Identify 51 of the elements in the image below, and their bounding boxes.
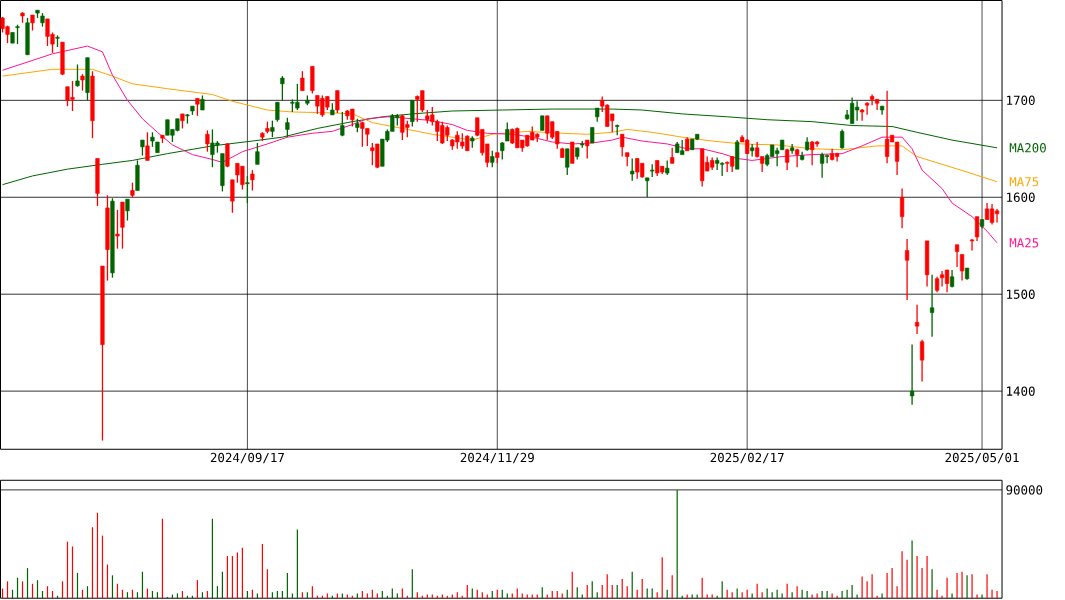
x-tick-label: 2025/05/01 xyxy=(945,452,1019,464)
candlestick xyxy=(944,269,950,293)
series-label: MA25 xyxy=(1009,238,1039,248)
candlestick xyxy=(125,198,130,222)
candlestick xyxy=(250,169,255,192)
candlestick xyxy=(989,203,995,225)
series-label: MA200 xyxy=(1009,143,1046,153)
candlestick xyxy=(505,121,510,142)
candlestick xyxy=(840,128,845,150)
candlestick xyxy=(790,143,795,155)
candlestick xyxy=(300,70,305,92)
candlestick xyxy=(335,89,340,114)
candlestick xyxy=(205,129,210,153)
x-tick-label: 2025/02/17 xyxy=(710,452,784,464)
candlestick xyxy=(974,215,980,242)
candlestick xyxy=(255,142,260,165)
candlestick xyxy=(15,23,20,45)
candlestick xyxy=(75,63,80,88)
candlestick xyxy=(280,75,285,101)
y-tick-label: 1700 xyxy=(1007,95,1035,105)
candlestick xyxy=(285,117,290,138)
candlestick xyxy=(929,274,935,338)
candlestick xyxy=(969,238,975,252)
candlestick xyxy=(245,175,250,204)
candlestick xyxy=(994,208,1000,224)
y-tick-label: 1400 xyxy=(1007,386,1035,396)
candlestick xyxy=(340,111,345,137)
candlestick xyxy=(145,131,150,161)
candlestick xyxy=(570,141,575,164)
x-tick-label: 2024/11/29 xyxy=(460,452,534,464)
candlestick xyxy=(909,343,915,406)
candlestick xyxy=(230,179,235,214)
candlestick xyxy=(914,304,920,335)
candlestick xyxy=(620,133,625,158)
candlestick xyxy=(919,339,925,382)
candlestick xyxy=(954,244,960,268)
candlestick xyxy=(904,238,910,301)
candlestick xyxy=(959,253,965,282)
y-tick-label: 1600 xyxy=(1007,192,1035,202)
candlestick xyxy=(899,187,905,229)
candlestick xyxy=(645,177,650,198)
candlestick xyxy=(275,101,280,123)
candlestick xyxy=(630,157,635,182)
candlestick xyxy=(585,139,590,160)
x-tick-label: 2024/09/17 xyxy=(210,452,284,464)
y-tick-label: 90000 xyxy=(1006,485,1043,495)
line-series xyxy=(2,45,998,244)
candlestick xyxy=(115,209,120,250)
series-label: MA75 xyxy=(1009,177,1039,187)
candlestick xyxy=(565,148,570,176)
y-tick-label: 1500 xyxy=(1007,289,1035,299)
